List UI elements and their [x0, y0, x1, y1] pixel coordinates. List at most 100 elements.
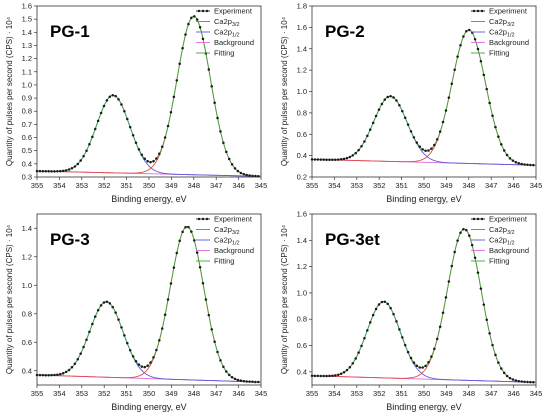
experiment-point-pg-1-38 — [146, 159, 149, 163]
experiment-point-pg-3-60 — [210, 328, 213, 331]
x-axis-label-pg-1: Binding energy, eV — [111, 194, 186, 204]
x-tick-label-pg-3-8: 347 — [210, 389, 223, 398]
experiment-point-pg-3et-36 — [415, 364, 419, 368]
experiment-point-pg-3-39 — [149, 361, 152, 364]
legend-label-pg-3et-2: Ca2p1/2 — [489, 236, 515, 247]
experiment-point-pg-3et-45 — [441, 311, 445, 314]
legend-label-pg-2-2: Ca2p1/2 — [489, 28, 515, 39]
y-axis-label-pg-1: Quantity of pulses per second (CPS) · 10… — [5, 16, 14, 166]
experiment-point-pg-3-52 — [187, 225, 190, 229]
x-tick-label-pg-2-7: 348 — [463, 181, 476, 190]
experiment-point-pg-2-72 — [520, 162, 523, 166]
experiment-point-pg-2-22 — [374, 114, 378, 118]
experiment-point-pg-1-52 — [187, 22, 190, 26]
experiment-point-pg-3-4 — [47, 373, 50, 377]
experiment-point-pg-3-27 — [114, 311, 117, 314]
experiment-point-pg-3et-8 — [334, 374, 337, 377]
experiment-point-pg-2-65 — [500, 143, 503, 146]
experiment-point-pg-2-15 — [354, 151, 357, 155]
experiment-point-pg-3-58 — [204, 298, 208, 301]
y-axis-label-pg-3et: Quantity of pulses per second (CPS) · 10… — [280, 224, 289, 374]
experiment-point-pg-3-15 — [79, 352, 82, 355]
experiment-point-pg-2-26 — [386, 95, 389, 99]
x-tick-label-pg-3et-2: 353 — [351, 389, 364, 398]
experiment-point-pg-3et-32 — [403, 343, 407, 347]
y-tick-label-pg-1-8: 1.1 — [22, 67, 32, 76]
experiment-point-pg-3-76 — [257, 380, 260, 384]
y-tick-label-pg-3et-1: 0.6 — [297, 341, 307, 350]
legend-subscript-pg-2-1: 3/2 — [507, 22, 515, 28]
experiment-point-pg-2-20 — [368, 128, 372, 131]
experiment-point-pg-2-38 — [421, 148, 424, 151]
experiment-point-pg-3et-50 — [456, 239, 459, 242]
legend-marker-pg-3et-b — [476, 217, 480, 221]
legend-subscript-pg-1-2: 1/2 — [232, 33, 240, 39]
experiment-point-pg-2-70 — [514, 161, 518, 164]
chart-panel-pg-2: 355 354 353 352 351 350 349 348 347 346 345 0.2 0.4 0… — [275, 0, 550, 208]
experiment-point-pg-3-70 — [239, 379, 243, 382]
experiment-point-pg-3et-68 — [508, 376, 512, 380]
experiment-point-pg-3-7 — [56, 373, 59, 376]
experiment-point-pg-3-50 — [181, 230, 184, 234]
experiment-point-pg-1-1 — [38, 169, 42, 173]
experiment-point-pg-3et-39 — [424, 364, 427, 368]
experiment-point-pg-3-72 — [245, 380, 248, 383]
experiment-point-pg-2-37 — [418, 145, 421, 148]
experiment-point-pg-3-8 — [59, 372, 62, 376]
x-tick-label-pg-3et-9: 346 — [507, 389, 520, 398]
experiment-point-pg-1-39 — [149, 160, 152, 164]
x-tick-label-pg-1-1: 354 — [53, 181, 66, 190]
experiment-point-pg-3et-47 — [447, 280, 451, 283]
experiment-point-pg-3-74 — [251, 380, 254, 384]
experiment-point-pg-3-40 — [152, 356, 155, 359]
experiment-point-pg-3-25 — [108, 302, 112, 305]
y-tick-label-pg-3-4: 1.2 — [22, 252, 32, 261]
experiment-point-pg-1-55 — [195, 18, 199, 21]
y-tick-label-pg-2-8: 1.8 — [297, 2, 307, 11]
experiment-point-pg-2-32 — [403, 116, 407, 120]
x-tick-label-pg-2-4: 351 — [395, 181, 408, 190]
y-tick-label-pg-3-1: 0.6 — [22, 338, 32, 347]
experiment-point-pg-2-39 — [424, 149, 427, 153]
experiment-point-pg-1-46 — [169, 110, 173, 114]
experiment-point-pg-2-28 — [392, 96, 395, 99]
experiment-point-pg-2-67 — [505, 153, 509, 157]
ca2p12-curve-pg-3 — [36, 301, 262, 383]
experiment-point-pg-3-49 — [178, 239, 181, 242]
experiment-point-pg-1-35 — [137, 148, 141, 151]
experiment-point-pg-2-10 — [339, 158, 343, 161]
experiment-point-pg-2-7 — [331, 158, 334, 161]
experiment-point-pg-2-68 — [508, 157, 512, 160]
experiment-point-pg-3et-72 — [520, 380, 523, 383]
experiment-point-pg-3-57 — [201, 282, 205, 285]
x-tick-label-pg-2-6: 349 — [440, 181, 453, 190]
experiment-point-pg-3et-64 — [497, 361, 500, 364]
experiment-point-pg-3et-15 — [354, 357, 357, 360]
experiment-point-pg-2-42 — [433, 143, 436, 147]
experiment-point-pg-3et-61 — [488, 332, 491, 335]
experiment-point-pg-3et-67 — [505, 374, 509, 378]
y-tick-label-pg-2-6: 1.4 — [297, 44, 307, 53]
experiment-point-pg-3et-63 — [494, 353, 497, 357]
experiment-point-pg-2-57 — [476, 47, 480, 51]
experiment-point-pg-2-44 — [438, 130, 442, 133]
chart-title-pg-2: PG-2 — [325, 22, 365, 41]
experiment-point-pg-2-23 — [377, 108, 381, 111]
experiment-point-pg-2-18 — [363, 140, 366, 143]
legend-label-pg-1-1: Ca2p3/2 — [214, 17, 240, 28]
legend-subscript-pg-3-1: 3/2 — [232, 230, 240, 236]
experiment-point-pg-1-36 — [140, 153, 144, 156]
experiment-point-pg-3et-54 — [468, 234, 471, 237]
experiment-point-pg-3et-25 — [383, 300, 387, 304]
legend-label-pg-3et-3: Background — [489, 246, 529, 255]
experiment-point-pg-3et-20 — [368, 321, 372, 324]
experiment-point-pg-3-13 — [73, 362, 77, 365]
y-tick-label-pg-1-12: 1.5 — [22, 15, 32, 24]
experiment-point-pg-3-73 — [248, 380, 251, 383]
x-axis-label-pg-2: Binding energy, eV — [386, 194, 461, 204]
y-tick-label-pg-1-6: 0.9 — [22, 94, 32, 103]
experiment-point-pg-1-33 — [131, 134, 135, 137]
experiment-point-pg-2-51 — [459, 43, 462, 47]
legend-label-pg-2-3: Background — [489, 38, 529, 47]
experiment-point-pg-1-22 — [99, 111, 103, 115]
